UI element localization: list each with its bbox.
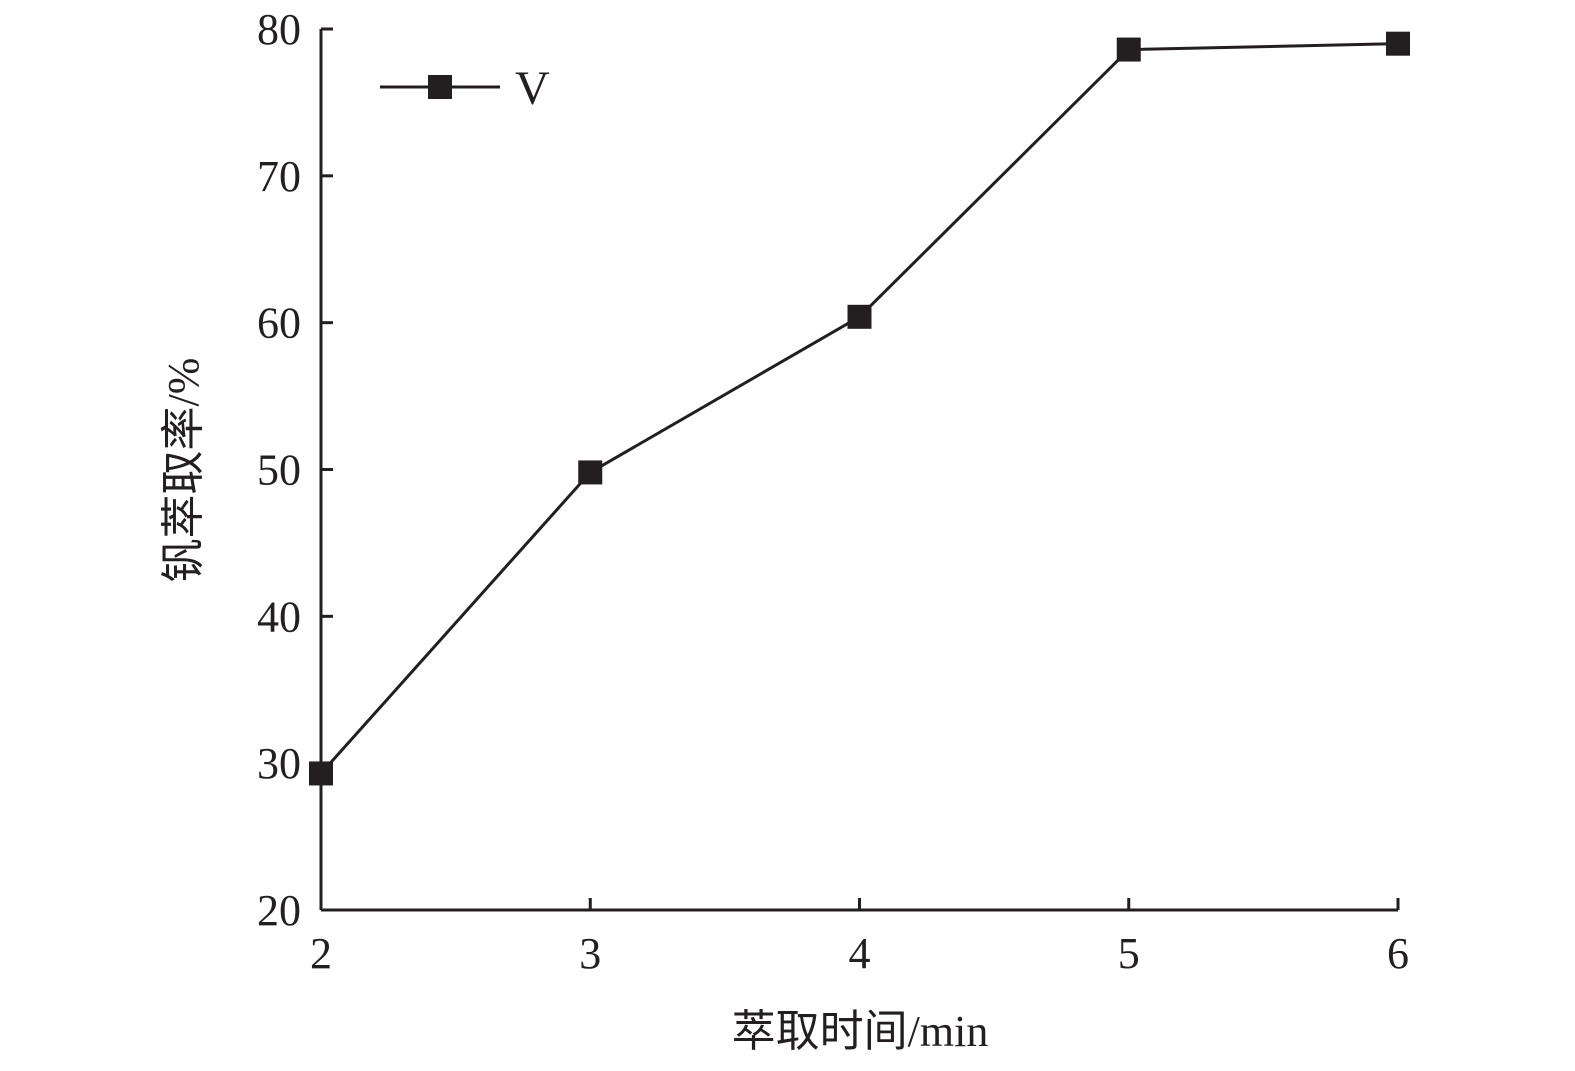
x-axis-ticks: 2 3 4 5 6 <box>310 898 1409 978</box>
series-line-v <box>319 42 1399 775</box>
y-tick-label: 50 <box>257 446 301 495</box>
y-tick-label: 60 <box>257 299 301 348</box>
y-axis-ticks: 20 30 40 50 60 70 80 <box>257 5 333 935</box>
x-tick-label: 4 <box>849 929 871 978</box>
y-tick-label: 70 <box>257 152 301 201</box>
legend-label-v: V <box>515 62 550 115</box>
x-tick-label: 3 <box>579 929 601 978</box>
x-axis-title: 萃取时间/min <box>732 1007 989 1056</box>
y-tick-label: 40 <box>257 592 301 641</box>
axes <box>319 29 1398 912</box>
data-point <box>1116 37 1141 62</box>
legend-marker <box>428 75 452 99</box>
y-tick-label: 80 <box>257 5 301 54</box>
data-point <box>309 761 333 786</box>
x-tick-label: 5 <box>1118 929 1140 978</box>
x-tick-label: 6 <box>1387 929 1409 978</box>
series-layer <box>309 31 1410 786</box>
data-point <box>1386 31 1410 56</box>
y-tick-label: 30 <box>257 739 301 788</box>
y-tick-label: 20 <box>257 886 301 935</box>
x-tick-label: 2 <box>310 929 332 978</box>
data-point <box>847 304 872 329</box>
legend: V <box>380 62 550 115</box>
data-point <box>578 460 603 485</box>
y-axis-title: 钒萃取率/% <box>159 358 208 583</box>
